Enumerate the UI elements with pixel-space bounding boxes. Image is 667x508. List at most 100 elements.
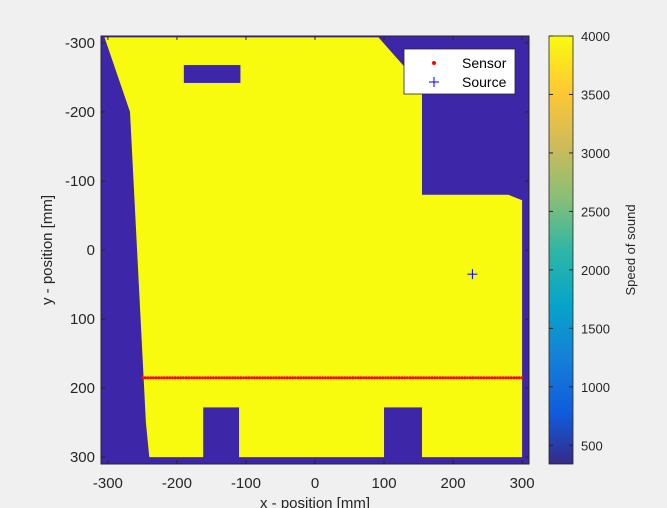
sensor-point [214, 376, 218, 380]
y-tick-label: -100 [65, 173, 95, 190]
sensor-point [190, 376, 194, 380]
y-axis-label: y - position [mm] [39, 195, 56, 305]
sensor-point [506, 376, 510, 380]
sensor-point [318, 376, 322, 380]
sensor-point [471, 376, 475, 380]
sensor-point [151, 376, 155, 380]
sensor-point [362, 376, 366, 380]
sensor-point [509, 376, 513, 380]
sensor-point [340, 376, 344, 380]
y-tick-label: 300 [70, 449, 95, 466]
object-region [104, 37, 523, 458]
sensor-point [512, 376, 516, 380]
sensor-point [485, 376, 489, 380]
sensor-point [244, 376, 248, 380]
sensor-point [419, 376, 423, 380]
x-tick-label: 100 [372, 475, 397, 492]
y-tick-label: 0 [87, 242, 95, 259]
sensor-point [397, 376, 401, 380]
sensor-point [332, 376, 336, 380]
holes-group [183, 64, 422, 461]
sensor-point [198, 376, 202, 380]
sensor-point [433, 376, 437, 380]
x-axis-label: x - position [mm] [260, 495, 370, 508]
sensor-point [277, 376, 281, 380]
sensor-point [157, 376, 161, 380]
sensor-point [403, 376, 407, 380]
x-tick-label: -300 [93, 475, 123, 492]
sensor-point [386, 376, 390, 380]
sensor-point [416, 376, 420, 380]
colorbar-tick-label: 3500 [581, 87, 610, 102]
sensor-point [460, 376, 464, 380]
sensor-point [496, 376, 500, 380]
sensor-point [424, 376, 428, 380]
colorbar-tick-label: 3000 [581, 146, 610, 161]
sensor-point [455, 376, 459, 380]
sensor-point [201, 376, 205, 380]
sensor-point [351, 376, 355, 380]
sensor-point [241, 376, 245, 380]
sensor-series [140, 376, 524, 380]
sensor-point [192, 376, 196, 380]
sensor-point [501, 376, 505, 380]
legend-source-label: Source [462, 74, 507, 90]
x-tick-label: -200 [162, 475, 192, 492]
sensor-point [282, 376, 286, 380]
sensor-point [233, 376, 237, 380]
colorbar-tick-label: 500 [581, 438, 603, 453]
sensor-point [220, 376, 224, 380]
sensor-point [468, 376, 472, 380]
sensor-point [168, 376, 172, 380]
sensor-point [263, 376, 267, 380]
sensor-point [337, 376, 341, 380]
sensor-point [373, 376, 377, 380]
sensor-point [181, 376, 185, 380]
sensor-point [517, 376, 521, 380]
legend-box [403, 48, 516, 95]
sensor-point [247, 376, 251, 380]
sensor-point [326, 376, 330, 380]
sensor-point [343, 376, 347, 380]
sensor-point [438, 376, 442, 380]
sensor-point [252, 376, 256, 380]
sensor-point [296, 376, 300, 380]
x-tick-label: -100 [231, 475, 261, 492]
y-tick-label: -200 [65, 104, 95, 121]
sensor-point [203, 376, 207, 380]
y-tick-label: -300 [65, 35, 95, 52]
sensor-point [310, 376, 314, 380]
sensor-point [179, 376, 183, 380]
sensor-point [146, 376, 150, 380]
y-tick-label: 200 [70, 380, 95, 397]
sensor-point [364, 376, 368, 380]
sensor-point [176, 376, 180, 380]
sensor-point [389, 376, 393, 380]
sensor-point [384, 376, 388, 380]
sensor-point [430, 376, 434, 380]
sensor-point [274, 376, 278, 380]
sensor-point [370, 376, 374, 380]
sensor-point [231, 376, 235, 380]
colorbar-ticks: 500 1000 1500 2000 2500 3000 3500 4000 [549, 29, 610, 453]
sensor-point [353, 376, 357, 380]
sensor-point [463, 376, 467, 380]
sensor-point [255, 376, 259, 380]
sensor-point [334, 376, 338, 380]
legend: Sensor Source [403, 48, 516, 95]
sensor-point [367, 376, 371, 380]
sensor-point [285, 376, 289, 380]
sensor-point [515, 376, 519, 380]
hole-0 [183, 64, 241, 83]
colorbar-gradient [548, 35, 574, 465]
sensor-point [315, 376, 319, 380]
plot-area [100, 35, 530, 465]
sensor-point [329, 376, 333, 380]
sensor-point [187, 376, 191, 380]
legend-sensor-label: Sensor [462, 55, 507, 71]
sensor-point [321, 376, 325, 380]
colorbar-label: Speed of sound [623, 204, 638, 295]
sensor-point [228, 376, 232, 380]
sensor-point [474, 376, 478, 380]
sensor-point [165, 376, 169, 380]
